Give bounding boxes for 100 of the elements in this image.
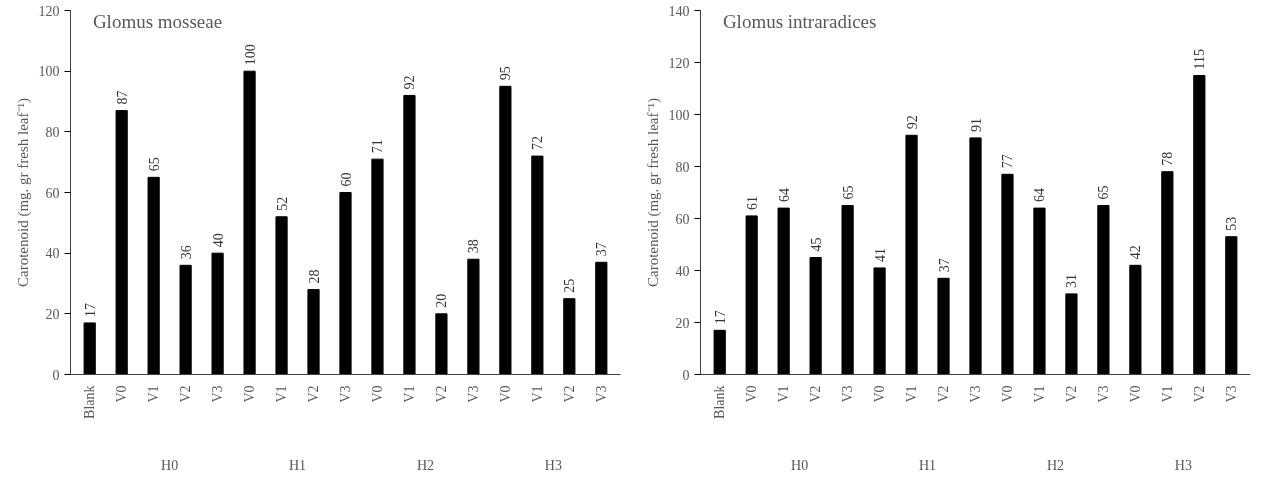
x-tick-label: V0: [999, 385, 1015, 403]
x-tick-label: V0: [744, 385, 760, 403]
x-tick-label: V1: [1031, 385, 1047, 403]
y-tick-label: 120: [38, 3, 60, 19]
data-label: 20: [434, 293, 450, 308]
bar: [531, 155, 544, 375]
x-tick-label: V1: [1159, 385, 1175, 403]
bar: [115, 110, 128, 375]
chart-title: Glomus intraradices: [722, 10, 877, 32]
data-label: 53: [1224, 216, 1240, 231]
y-tick-label: 20: [45, 306, 60, 322]
data-label: 65: [146, 157, 162, 172]
x-tick-label: V3: [968, 385, 983, 403]
data-label: 71: [370, 139, 386, 154]
y-tick-label: 100: [38, 64, 60, 80]
x-tick-label: V2: [306, 385, 322, 403]
y-tick-label: 60: [45, 185, 60, 201]
y-tick-label: 0: [682, 367, 690, 383]
data-label: 36: [178, 245, 194, 260]
bar: [713, 329, 726, 375]
bar: [1033, 207, 1046, 375]
data-label: 72: [530, 136, 546, 151]
x-tick-label: V2: [178, 385, 194, 403]
data-label: 40: [210, 233, 226, 248]
bar: [745, 215, 758, 375]
data-label: 45: [808, 237, 824, 252]
y-axis-title: Carotenoid (mg. gr fresh leaf⁻¹): [644, 97, 662, 288]
x-tick-label: V0: [369, 385, 385, 403]
x-tick-label: V1: [401, 385, 417, 403]
data-label: 91: [968, 117, 984, 132]
y-tick-label: 0: [52, 367, 60, 383]
bar: [339, 192, 352, 375]
x-tick-label: V0: [872, 385, 888, 403]
x-tick-label: V0: [497, 385, 513, 403]
bar: [809, 257, 822, 375]
x-tick-label: V3: [840, 385, 856, 403]
chart-title: Glomus mosseae: [92, 10, 223, 32]
bar: [83, 322, 96, 375]
text: H2: [416, 457, 435, 473]
data-label: 17: [712, 310, 728, 325]
data-label: 64: [776, 188, 792, 203]
x-tick-label: V2: [433, 385, 449, 403]
y-tick-label: 40: [45, 246, 60, 262]
bar: [937, 277, 950, 375]
data-label: 38: [466, 239, 482, 254]
data-label: 77: [1000, 154, 1016, 169]
bar: [1065, 293, 1078, 375]
data-label: 100: [242, 44, 258, 66]
text: H3: [1174, 457, 1192, 473]
text: H0: [791, 457, 809, 473]
x-tick-label: V3: [593, 385, 609, 403]
bar: [211, 252, 224, 375]
x-tick-label: V2: [1191, 385, 1207, 403]
x-tick-label: V2: [1063, 385, 1079, 403]
bar: [563, 298, 576, 375]
data-label: 64: [1032, 188, 1048, 203]
bar: [435, 313, 448, 375]
bar: [403, 94, 416, 375]
bar: [905, 134, 918, 375]
y-tick-label: 100: [668, 107, 690, 123]
y-tick-label: 120: [668, 55, 690, 71]
bar: [179, 264, 192, 375]
bar: [1193, 75, 1206, 375]
data-label: 92: [402, 75, 418, 90]
x-tick-label: V0: [1127, 385, 1143, 403]
bar: [371, 158, 384, 375]
x-tick-label: V1: [904, 385, 920, 403]
bar: [777, 207, 790, 375]
data-label: 78: [1160, 151, 1176, 166]
data-label: 52: [274, 196, 290, 211]
data-label: 95: [498, 66, 514, 81]
y-tick-label: 80: [45, 124, 60, 140]
data-label: 60: [338, 172, 354, 187]
bar: [969, 137, 982, 375]
x-tick-label: V1: [529, 385, 545, 403]
data-label: 65: [840, 185, 856, 200]
x-tick-label: V3: [338, 385, 353, 403]
x-tick-label: V1: [274, 385, 290, 403]
x-tick-label: V3: [210, 385, 226, 403]
y-tick-label: 20: [675, 315, 690, 331]
bar: [595, 261, 608, 375]
x-tick-label: V1: [146, 385, 162, 403]
data-label: 92: [904, 115, 920, 130]
bar: [1161, 171, 1174, 375]
data-label: 25: [562, 278, 578, 293]
y-tick-label: 140: [668, 3, 690, 19]
x-tick-label: V2: [561, 385, 577, 403]
text: H2: [1046, 457, 1065, 473]
bar: [243, 70, 256, 375]
y-tick-label: 60: [675, 211, 690, 227]
data-label: 65: [1096, 185, 1112, 200]
bar: [1097, 205, 1110, 375]
bar: [1225, 236, 1238, 375]
bar: [1001, 173, 1014, 375]
data-label: 115: [1192, 49, 1208, 70]
bar: [499, 85, 512, 375]
bar: [275, 216, 288, 375]
data-label: 37: [594, 242, 610, 257]
bar: [1129, 264, 1142, 375]
x-tick-label: V1: [776, 385, 792, 403]
